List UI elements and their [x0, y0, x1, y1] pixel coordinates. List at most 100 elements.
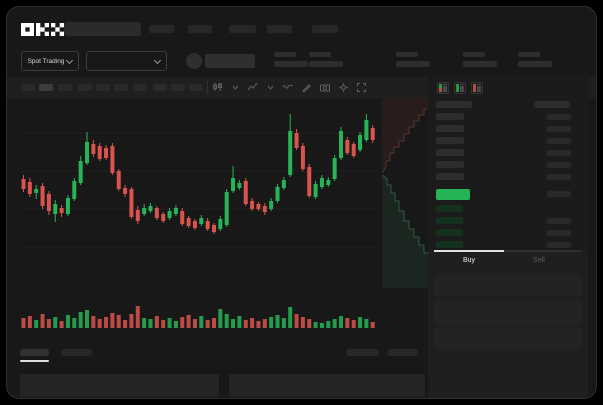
chevron-down-icon[interactable] — [267, 84, 274, 91]
tab-sell[interactable]: Sell — [533, 257, 545, 264]
volume-bar — [231, 319, 236, 328]
bid-row[interactable] — [435, 241, 575, 248]
volume-bar — [199, 316, 204, 328]
candle-body — [275, 187, 280, 201]
price-field[interactable] — [434, 275, 582, 296]
volume-bar — [78, 312, 83, 328]
price-placeholder — [436, 217, 463, 224]
interval-pill[interactable] — [21, 84, 35, 91]
price-placeholder — [436, 161, 464, 168]
ask-row[interactable] — [435, 125, 575, 132]
interval-pill[interactable] — [39, 84, 53, 91]
bid-row[interactable] — [435, 229, 575, 236]
okx-logo — [21, 23, 64, 36]
volume-bar — [110, 313, 115, 328]
logo-glyph-k — [36, 23, 49, 36]
interval-pill[interactable] — [153, 84, 167, 91]
ask-row[interactable] — [435, 161, 575, 168]
indicators-icon[interactable] — [248, 82, 258, 92]
bottom-tab[interactable] — [61, 349, 92, 356]
volume-bar — [262, 319, 267, 328]
price-chart[interactable] — [15, 96, 429, 336]
volume-bar — [142, 318, 147, 328]
volume-bar — [294, 314, 299, 328]
orderbook-view-toggles — [437, 82, 483, 94]
interval-pill[interactable] — [114, 84, 128, 91]
bottom-action[interactable] — [346, 349, 379, 356]
market-type-selector[interactable]: Spot Trading — [21, 51, 79, 71]
interval-pill[interactable] — [78, 84, 92, 91]
volume-bar — [148, 319, 153, 328]
candle-body — [218, 219, 223, 229]
market-type-label: Spot Trading — [27, 57, 65, 65]
book-combined-icon[interactable] — [437, 82, 449, 94]
candle-body — [205, 221, 210, 229]
amount-field[interactable] — [434, 300, 582, 325]
volume-bar — [97, 319, 102, 328]
candle-body — [288, 131, 293, 175]
settings-icon[interactable] — [339, 82, 348, 92]
candle-body — [256, 204, 261, 209]
volume-bar — [205, 320, 210, 328]
bottom-action[interactable] — [387, 349, 418, 356]
book-bids-icon[interactable] — [454, 82, 466, 94]
bid-row[interactable] — [435, 217, 575, 224]
search-input[interactable] — [64, 22, 141, 36]
pair-selector-dropdown[interactable] — [86, 51, 167, 71]
ask-row[interactable] — [435, 149, 575, 156]
interval-pill[interactable] — [96, 84, 110, 91]
last-price-row[interactable] — [435, 189, 575, 200]
stat-value-placeholder — [463, 61, 497, 67]
tab-buy[interactable]: Buy — [462, 257, 476, 264]
interval-pill[interactable] — [133, 84, 147, 91]
fullscreen-icon[interactable] — [357, 82, 366, 92]
interval-pill[interactable] — [171, 84, 185, 91]
interval-pill[interactable] — [58, 84, 72, 91]
candle-body — [110, 146, 115, 173]
volume-bar — [300, 317, 305, 328]
candle-body — [351, 144, 356, 156]
candle-body — [142, 208, 147, 214]
candle-body — [224, 192, 229, 225]
volume-bar — [129, 314, 134, 328]
line-style-icon[interactable] — [283, 83, 293, 91]
chevron-down-icon[interactable] — [232, 84, 239, 91]
chevron-down-icon — [153, 56, 162, 64]
candle-body — [294, 133, 299, 148]
nav-item[interactable] — [312, 25, 338, 33]
depth-bids-area — [382, 175, 428, 288]
chart-tools — [213, 81, 366, 93]
history-table-placeholder — [229, 374, 425, 397]
right-panel: Buy Sell — [428, 77, 588, 398]
volume-bar — [370, 322, 375, 328]
depth-asks-line — [381, 108, 428, 174]
candle-body — [250, 201, 255, 209]
amount-placeholder — [547, 125, 571, 132]
draw-icon[interactable] — [302, 83, 311, 92]
volume-bar — [313, 322, 318, 328]
last-price-highlight — [436, 189, 470, 200]
nav-item[interactable] — [229, 25, 256, 33]
interval-pill[interactable] — [189, 84, 203, 91]
book-asks-icon[interactable] — [471, 82, 483, 94]
volume-bar — [364, 319, 369, 328]
price-placeholder — [436, 173, 464, 180]
ask-row[interactable] — [435, 173, 575, 180]
nav-item[interactable] — [149, 25, 174, 33]
nav-item[interactable] — [267, 25, 292, 33]
stat-value-placeholder — [309, 61, 343, 67]
total-field[interactable] — [434, 328, 582, 349]
candle-type-icon[interactable] — [213, 82, 223, 92]
candle-body — [313, 184, 318, 197]
camera-icon[interactable] — [320, 83, 330, 92]
ask-row[interactable] — [435, 137, 575, 144]
bid-row[interactable] — [435, 205, 575, 212]
volume-bar — [186, 315, 191, 328]
nav-item[interactable] — [188, 25, 212, 33]
bottom-tab-active[interactable] — [20, 349, 49, 356]
candle-body — [27, 182, 32, 194]
candle-body — [59, 208, 64, 213]
orderbook-rows[interactable] — [435, 113, 575, 283]
price-placeholder — [436, 205, 463, 212]
ask-row[interactable] — [435, 113, 575, 120]
